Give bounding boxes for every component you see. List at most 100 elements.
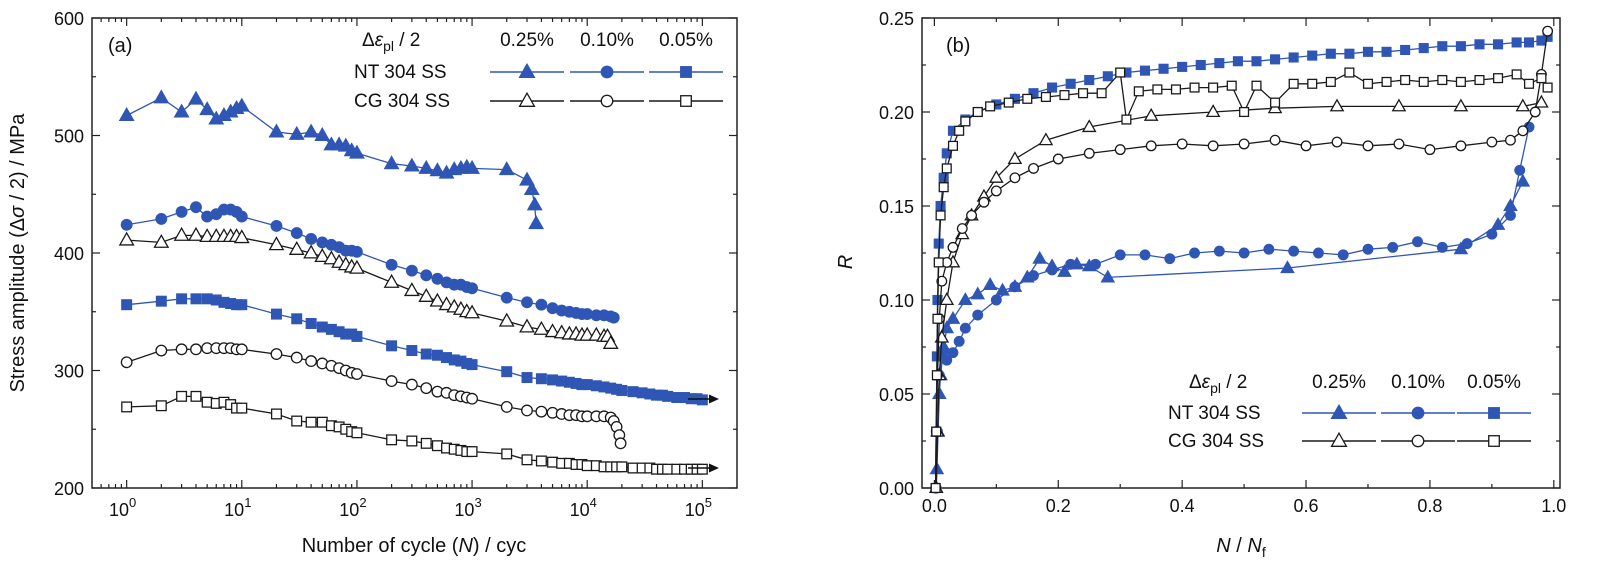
legend-b-mark-nt-triangle-marker [1330, 403, 1348, 419]
series-a-nt-005-point [420, 348, 432, 360]
series-a-nt-005-point [155, 295, 167, 307]
series-a-cg-025-point [602, 334, 619, 349]
panel-b-x-tick-label: 0.6 [1294, 496, 1319, 516]
series-a-nt-010-point [175, 205, 188, 218]
series-b-cg-005-point [985, 101, 996, 112]
series-a-nt-010-point [290, 227, 303, 239]
series-b-cg-005-point [1493, 73, 1504, 84]
series-a-nt-025-point [403, 157, 420, 172]
series-b-nt-005-point [1195, 59, 1206, 71]
series-b-nt-010-point [1009, 281, 1021, 293]
series-b-cg-005-point [1022, 93, 1033, 104]
series-b-cg-005-point [1270, 97, 1281, 108]
series-a-nt-010-point [521, 296, 533, 309]
panel-a-x-tick-label: 103 [454, 495, 481, 520]
legend-a-mark-cg-circle-marker [600, 94, 614, 108]
series-b-nt-010-point [972, 309, 984, 321]
legend-a-row-cg: CG 304 SS [354, 91, 450, 112]
series-b-cg-025-point [989, 169, 1004, 183]
panel-a-x-tick-label: 104 [570, 495, 597, 520]
series-b-nt-005-point [1251, 56, 1262, 67]
series-a-cg-025-point [464, 304, 481, 319]
series-b-nt-010-point [1263, 243, 1275, 255]
series-b-nt-010-point [990, 294, 1002, 306]
series-b-cg-005-point [930, 482, 941, 494]
series-b-nt-005-point [1158, 63, 1169, 74]
legend-b-row-nt: NT 304 SS [1168, 403, 1261, 424]
panel-b-y-tick-label: 0.15 [879, 197, 914, 217]
series-a-nt-005-point [201, 293, 213, 305]
series-b-cg-005-point [1344, 67, 1355, 78]
series-a-cg-010-point [521, 404, 533, 417]
series-b-nt-010-point [1412, 236, 1423, 248]
series-b-cg-005-point [1152, 84, 1163, 95]
series-b-cg-005-point [1418, 76, 1429, 87]
series-b-nt-010-point [1486, 228, 1498, 240]
panel-a-y-tick-label: 200 [54, 479, 84, 499]
series-b-nt-005-point [1362, 46, 1374, 57]
series-b-nt-010-point [1436, 241, 1448, 253]
series-b-cg-010-point [966, 209, 978, 221]
series-b-cg-005-point [938, 182, 949, 193]
series-a-cg-010 [120, 342, 627, 450]
series-a-cg-025-point [233, 229, 250, 244]
series-a-nt-025-point [429, 162, 446, 177]
series-a-cg-025-point [288, 240, 305, 255]
legend-b-mark-cg-circle [1381, 434, 1455, 448]
series-b-nt-005-point [938, 172, 949, 183]
series-b-nt-005-point [1493, 39, 1504, 50]
series-b-cg-005-point [1003, 97, 1014, 108]
series-a-cg-005-point [521, 454, 533, 466]
legend-a-mark-cg-circle [570, 94, 644, 108]
legend-a-row-nt: NT 304 SS [354, 62, 447, 83]
panel-a-y-tick-label: 600 [54, 9, 84, 29]
legend-a-mark-nt-triangle-marker [518, 62, 536, 78]
series-a-cg-005-point [406, 435, 418, 447]
series-a-cg-005-point [535, 455, 547, 467]
series-a-cg-005-point [616, 461, 628, 473]
series-b-nt-010-point [1312, 247, 1324, 259]
series-b-nt-010-point [1461, 238, 1473, 250]
series-a-nt-005-point [351, 330, 363, 342]
series-a-nt-025-point [528, 215, 545, 230]
series-b-nt-005-point [1344, 48, 1355, 59]
panel-a-x-tick-label: 100 [109, 495, 136, 520]
series-b-cg-010-point [1331, 136, 1343, 148]
panel-b-x-tick-label: 0.8 [1417, 496, 1442, 516]
series-a-cg-025-point [314, 248, 331, 263]
series-b-cg-010-point [1028, 162, 1039, 174]
series-a-nt-005-point [270, 308, 282, 320]
series-b-nt-025-point [982, 277, 998, 291]
series-a-nt-005-point [535, 373, 547, 385]
series-b-nt-010-point [1164, 253, 1176, 265]
legend-a-col-025: 0.25% [500, 30, 554, 51]
series-b-nt-010-point [1189, 247, 1200, 259]
series-b-cg-010-point [1207, 140, 1219, 152]
series-b-cg-010-point [1455, 140, 1467, 152]
series-a-cg-005-point [190, 390, 202, 402]
series-a-nt-010-point [420, 269, 433, 282]
panel-a-y-tick-label: 500 [54, 127, 84, 147]
series-a-nt-025-point [303, 123, 320, 138]
series-b-cg-005-point [960, 116, 971, 127]
series-a-cg-010-point [420, 382, 433, 395]
series-b-cg-010-point [1424, 144, 1436, 156]
series-a-nt-025-point [268, 123, 285, 138]
series-a-cg-025-point [268, 236, 285, 251]
panel-b-letter: (b) [946, 35, 970, 57]
series-a-cg-025-point [403, 282, 420, 297]
series-b-cg-025-point [1143, 107, 1159, 121]
series-b-cg-005-point [972, 106, 983, 118]
series-a-nt-010-point [270, 220, 283, 232]
series-a-cg-025-point [173, 226, 190, 241]
legend-b-row-cg: CG 304 SS [1168, 431, 1264, 452]
series-a-nt-010-point [535, 298, 548, 311]
series-a-cg-005-point [466, 446, 478, 458]
legend-b-mark-nt-circle [1381, 406, 1455, 420]
series-b-cg-010-point [1517, 125, 1529, 137]
series-b-cg-010-point [956, 223, 968, 235]
series-b-cg-010-point [990, 185, 1002, 197]
series-b-cg-025-point [939, 292, 955, 306]
series-b-nt-010-point [1028, 270, 1039, 282]
series-b-cg-005-point [941, 163, 952, 174]
